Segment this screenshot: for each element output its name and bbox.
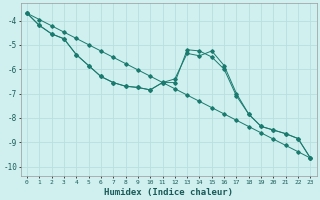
X-axis label: Humidex (Indice chaleur): Humidex (Indice chaleur) [104, 188, 233, 197]
